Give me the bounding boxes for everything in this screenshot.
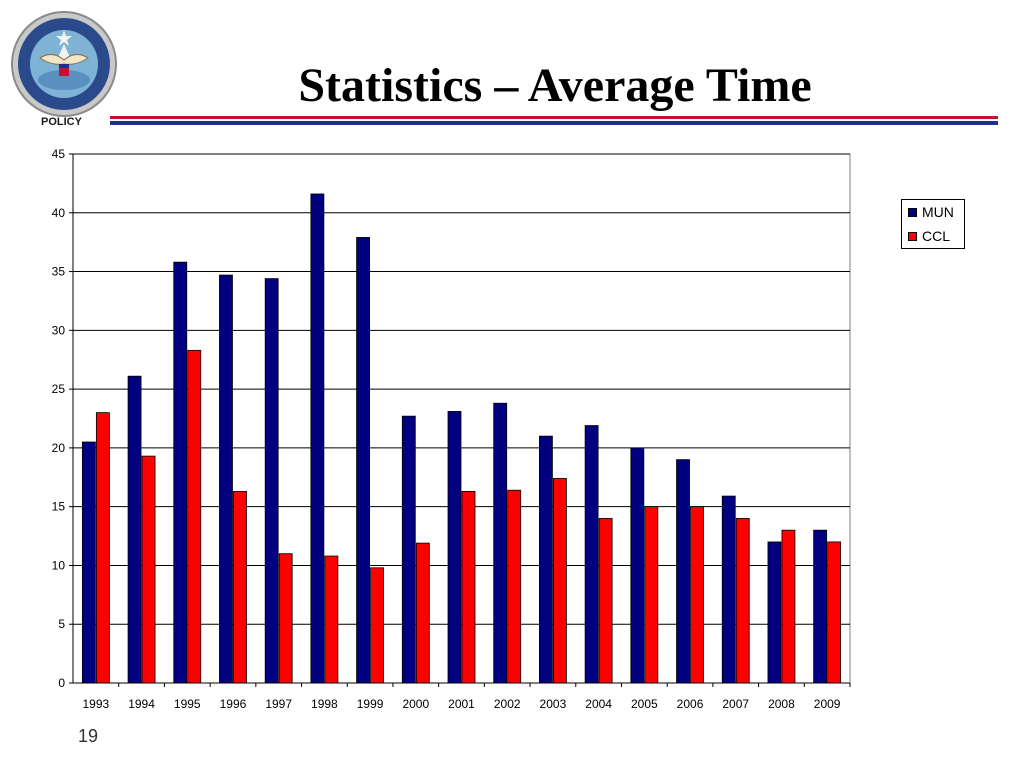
header-rule-red [110, 116, 998, 119]
bar-ccl-1999 [370, 567, 384, 684]
y-tick-label: 15 [52, 500, 66, 514]
bar-mun-1996 [219, 274, 233, 684]
bar-mun-2005 [630, 447, 645, 684]
header-rule-blue [110, 121, 998, 125]
bar-ccl-1994 [141, 455, 156, 684]
bar-ccl-1998 [324, 555, 339, 684]
bar-mun-1999 [356, 237, 370, 684]
bar-ccl-1996 [233, 490, 247, 684]
x-tick-label: 2006 [677, 697, 704, 711]
bar-mun-2001 [447, 411, 462, 684]
bar-mun-1994 [127, 375, 142, 684]
bar-ccl-2009 [827, 541, 842, 684]
legend-label-series-0: MUN [922, 204, 954, 220]
bar-mun-2004 [584, 425, 599, 684]
legend-label-series-1: CCL [922, 228, 951, 244]
y-tick-label: 35 [52, 265, 66, 279]
slide-number: 19 [78, 726, 99, 746]
x-tick-label: 1994 [128, 697, 155, 711]
bar-mun-2008 [767, 541, 782, 684]
bar-ccl-1995 [187, 349, 202, 684]
x-tick-label: 1997 [265, 697, 292, 711]
bar-ccl-1997 [278, 553, 293, 684]
x-tick-label: 1993 [83, 697, 110, 711]
x-tick-label: 1996 [220, 697, 247, 711]
bar-mun-1997 [264, 278, 279, 684]
bar-ccl-2000 [415, 542, 430, 684]
bar-mun-1998 [310, 193, 325, 684]
bar-ccl-2005 [644, 506, 659, 684]
y-tick-label: 45 [52, 147, 66, 161]
bar-ccl-2001 [461, 490, 476, 684]
bar-ccl-2003 [553, 478, 567, 684]
y-tick-label: 20 [52, 441, 66, 455]
bar-ccl-2008 [781, 529, 796, 684]
legend-swatch-series-0 [908, 208, 917, 217]
x-tick-label: 1999 [357, 697, 384, 711]
x-tick-label: 2007 [722, 697, 749, 711]
y-tick-label: 30 [52, 323, 66, 337]
legend-swatch-series-1 [908, 232, 917, 241]
y-tick-label: 40 [52, 206, 66, 220]
bar-mun-1995 [173, 261, 188, 684]
bar-mun-2006 [676, 459, 690, 684]
y-tick-label: 25 [52, 382, 66, 396]
y-tick-label: 10 [52, 558, 66, 572]
slide-title: Statistics – Average Time [298, 59, 812, 112]
bar-mun-2000 [401, 415, 416, 684]
bar-mun-2009 [813, 529, 828, 684]
x-tick-label: 2005 [631, 697, 658, 711]
x-tick-label: 1995 [174, 697, 201, 711]
bar-ccl-2006 [690, 506, 704, 684]
x-tick-label: 2003 [540, 697, 567, 711]
bar-mun-1993 [81, 441, 96, 684]
dod-seal-logo [11, 11, 117, 117]
bar-ccl-2002 [507, 489, 522, 684]
x-tick-label: 2009 [814, 697, 841, 711]
y-tick-label: 0 [58, 676, 65, 690]
x-tick-label: 2001 [448, 697, 475, 711]
x-tick-label: 2004 [585, 697, 612, 711]
bar-ccl-2007 [735, 518, 750, 684]
y-tick-label: 5 [58, 617, 65, 631]
x-tick-label: 2008 [768, 697, 795, 711]
bar-ccl-1993 [95, 412, 110, 684]
policy-label: POLICY [41, 116, 82, 128]
x-tick-label: 1998 [311, 697, 338, 711]
bar-mun-2002 [493, 402, 508, 684]
bar-mun-2003 [539, 435, 553, 684]
bar-ccl-2004 [598, 518, 613, 684]
bar-mun-2007 [721, 495, 736, 684]
chart-legend: MUN CCL [901, 199, 965, 249]
x-tick-label: 2002 [494, 697, 521, 711]
x-tick-label: 2000 [402, 697, 429, 711]
plot-area [72, 153, 851, 684]
